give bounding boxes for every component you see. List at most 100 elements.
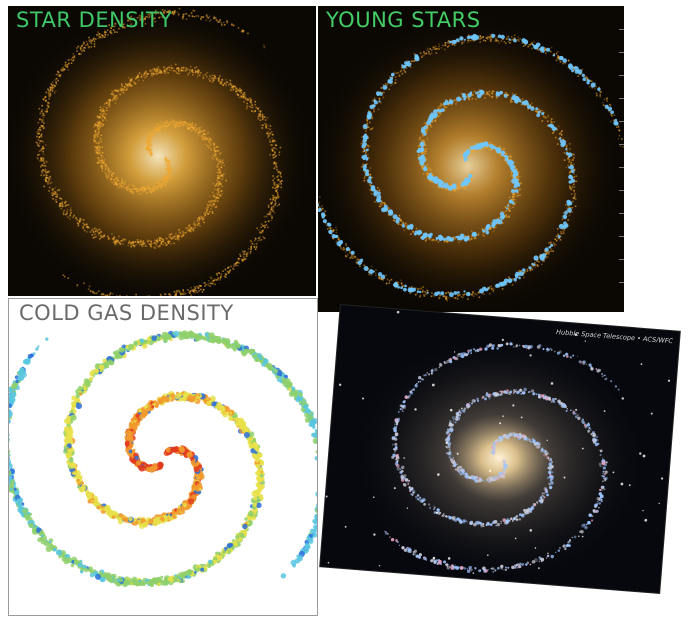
star-pixel: [170, 170, 172, 172]
star-pixel: [395, 286, 397, 289]
star-pixel: [210, 282, 212, 285]
star-pixel: [273, 177, 276, 180]
star-pixel: [416, 292, 418, 294]
star-pixel: [112, 96, 115, 99]
star-pixel: [553, 243, 556, 245]
star-pixel: [204, 135, 207, 138]
star-pixel: [265, 125, 267, 127]
star-pixel: [199, 129, 201, 132]
star-pixel: [226, 21, 229, 24]
star-pixel: [81, 50, 83, 53]
star-pixel: [332, 229, 335, 231]
star-pixel: [541, 120, 544, 122]
star-pixel: [76, 50, 78, 52]
star-pixel: [538, 261, 540, 263]
star-pixel: [149, 135, 151, 138]
star-pixel: [362, 148, 365, 150]
star-pixel: [38, 107, 41, 110]
star-pixel: [224, 276, 227, 278]
star-pixel: [425, 131, 427, 134]
star-pixel: [272, 154, 274, 157]
young-star: [527, 104, 532, 110]
star-pixel: [139, 189, 141, 192]
star-pixel: [80, 53, 82, 55]
star-pixel: [166, 125, 169, 127]
star-pixel: [163, 70, 166, 73]
young-star: [466, 35, 471, 40]
star-pixel: [150, 133, 153, 136]
star-pixel: [470, 180, 473, 182]
star-pixel: [102, 156, 105, 159]
star-pixel: [101, 162, 103, 164]
star-pixel: [269, 132, 271, 135]
star-pixel: [274, 155, 277, 158]
star-pixel: [145, 146, 147, 149]
star-pixel: [104, 33, 107, 36]
young-star: [581, 73, 585, 77]
star-pixel: [425, 53, 427, 55]
star-pixel: [192, 228, 195, 230]
star-pixel: [67, 204, 70, 206]
star-pixel: [239, 96, 242, 99]
star-pixel: [120, 183, 122, 185]
star-pixel: [104, 111, 106, 113]
star-pixel: [57, 75, 60, 77]
star-pixel: [556, 128, 559, 131]
star-pixel: [467, 39, 469, 42]
star-pixel: [118, 93, 121, 95]
star-pixel: [45, 179, 47, 181]
star-pixel: [570, 189, 573, 191]
star-pixel: [463, 293, 466, 296]
star-pixel: [157, 245, 160, 248]
star-pixel: [45, 180, 47, 183]
star-pixel: [93, 139, 95, 141]
star-pixel: [203, 136, 205, 139]
star-pixel: [194, 291, 196, 294]
star-pixel: [457, 188, 459, 190]
star-pixel: [428, 51, 430, 53]
star-pixel: [207, 204, 209, 207]
star-pixel: [178, 122, 181, 125]
star-pixel: [103, 164, 106, 166]
star-pixel: [39, 118, 41, 120]
star-pixel: [422, 152, 425, 155]
star-pixel: [507, 215, 510, 218]
star-pixel: [130, 243, 133, 246]
star-pixel: [185, 18, 188, 20]
star-pixel: [73, 56, 76, 59]
star-pixel: [570, 164, 572, 166]
star-pixel: [468, 98, 471, 101]
star-pixel: [379, 101, 382, 104]
star-pixel: [149, 136, 151, 139]
star-pixel: [240, 91, 242, 94]
star-pixel: [44, 165, 47, 167]
star-pixel: [419, 295, 421, 298]
star-pixel: [569, 163, 572, 166]
star-pixel: [205, 19, 208, 22]
star-pixel: [233, 263, 236, 265]
star-pixel: [142, 190, 145, 192]
star-pixel: [262, 114, 264, 117]
star-pixel: [548, 242, 550, 244]
star-pixel: [485, 37, 488, 39]
young-star: [497, 34, 502, 38]
young-star: [509, 159, 513, 164]
star-pixel: [249, 100, 252, 102]
star-pixel: [512, 194, 515, 196]
star-pixel: [261, 113, 264, 116]
star-pixel: [505, 91, 507, 94]
star-pixel: [46, 104, 49, 107]
star-pixel: [277, 185, 279, 187]
star-pixel: [166, 158, 169, 161]
star-pixel: [200, 72, 202, 74]
star-pixel: [402, 284, 405, 287]
star-pixel: [187, 128, 190, 130]
star-pixel: [125, 187, 128, 189]
star-pixel: [254, 100, 257, 103]
star-pixel: [425, 166, 427, 168]
star-pixel: [48, 93, 50, 96]
star-pixel: [83, 224, 86, 226]
star-pixel: [464, 235, 467, 237]
star-pixel: [42, 119, 44, 121]
star-pixel: [267, 130, 269, 133]
